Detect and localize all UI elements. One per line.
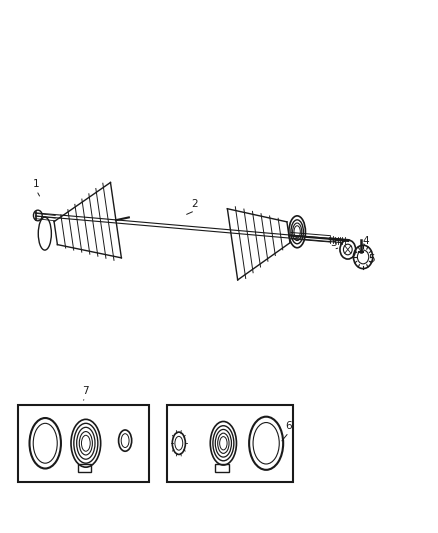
Bar	[18, 405, 149, 482]
Text: 1: 1	[33, 179, 40, 189]
Bar	[215, 464, 229, 472]
Bar	[78, 464, 91, 472]
Text: 2: 2	[192, 199, 198, 209]
Text: 4: 4	[363, 236, 369, 246]
Text: 6: 6	[286, 421, 292, 431]
Text: 7: 7	[82, 386, 89, 397]
Text: 5: 5	[368, 254, 375, 263]
Text: 3: 3	[330, 238, 337, 248]
Bar	[166, 405, 293, 482]
